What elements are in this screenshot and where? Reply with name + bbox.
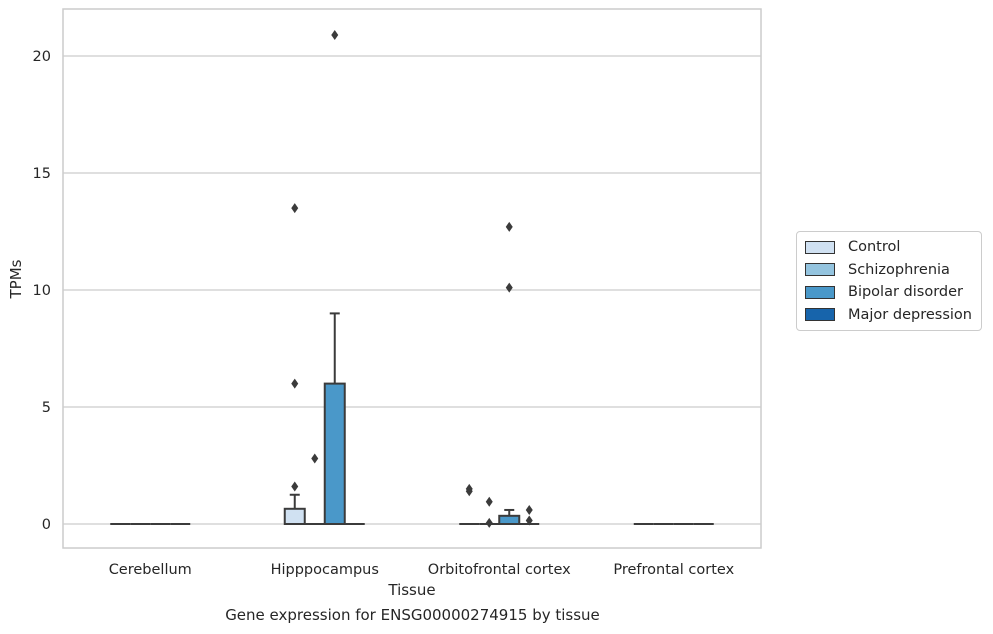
- x-tick-label: Prefrontal cortex: [613, 562, 734, 578]
- box-bipolar-disorder: [323, 29, 346, 525]
- outlier-point: [465, 483, 473, 494]
- box-body: [498, 514, 521, 525]
- outlier-point: [485, 517, 493, 528]
- axes: 0 5 10 15 20 Cerebellum Hipppocampus Orbitofron…: [33, 49, 735, 578]
- gridlines: [63, 55, 761, 525]
- plot-frame: [62, 8, 762, 549]
- legend-label: Major depression: [848, 306, 972, 323]
- legend-item: Control: [805, 236, 981, 259]
- legend-swatch: [805, 285, 835, 299]
- outlier-point: [505, 282, 513, 293]
- x-tick-label: Orbitofrontal cortex: [428, 562, 571, 578]
- legend-swatch: [805, 240, 835, 254]
- box-body: [323, 382, 346, 525]
- box-schizophrenia: [479, 496, 500, 528]
- box-body: [283, 507, 306, 526]
- box-series: [110, 29, 714, 528]
- legend-label: Schizophrenia: [848, 261, 950, 278]
- x-axis-label: Tissue: [387, 581, 435, 599]
- y-tick-label: 20: [33, 49, 51, 65]
- legend-item: Bipolar disorder: [805, 281, 981, 304]
- outlier-point: [525, 504, 533, 515]
- box-control: [459, 483, 480, 525]
- box-control: [283, 203, 306, 526]
- legend-swatch: [805, 263, 835, 277]
- box-major-depression: [519, 504, 540, 526]
- legend-item: Schizophrenia: [805, 259, 981, 282]
- legend-label: Control: [848, 239, 901, 256]
- box-bipolar-disorder: [498, 221, 521, 525]
- y-tick-label: 15: [33, 166, 51, 182]
- y-axis-label: TPMs: [7, 259, 25, 299]
- outlier-point: [291, 378, 299, 389]
- x-tick-label: Hipppocampus: [271, 562, 379, 578]
- legend-label: Bipolar disorder: [848, 284, 963, 301]
- y-tick-label: 0: [42, 517, 51, 533]
- x-tick-label: Cerebellum: [109, 562, 192, 578]
- outlier-point: [485, 496, 493, 507]
- outlier-point: [505, 221, 513, 232]
- outlier-point: [331, 29, 339, 40]
- outlier-point: [291, 203, 299, 214]
- outlier-point: [311, 453, 319, 464]
- y-tick-label: 5: [42, 400, 51, 416]
- y-tick-label: 10: [33, 283, 51, 299]
- box-schizophrenia: [304, 453, 325, 525]
- outlier-point: [525, 515, 533, 526]
- legend-swatch: [805, 308, 835, 322]
- legend: Control Schizophrenia Bipolar disorder Majo…: [796, 231, 982, 331]
- outlier-point: [291, 481, 299, 492]
- chart-caption: Gene expression for ENSG00000274915 by t…: [225, 606, 600, 624]
- legend-item: Major depression: [805, 304, 981, 327]
